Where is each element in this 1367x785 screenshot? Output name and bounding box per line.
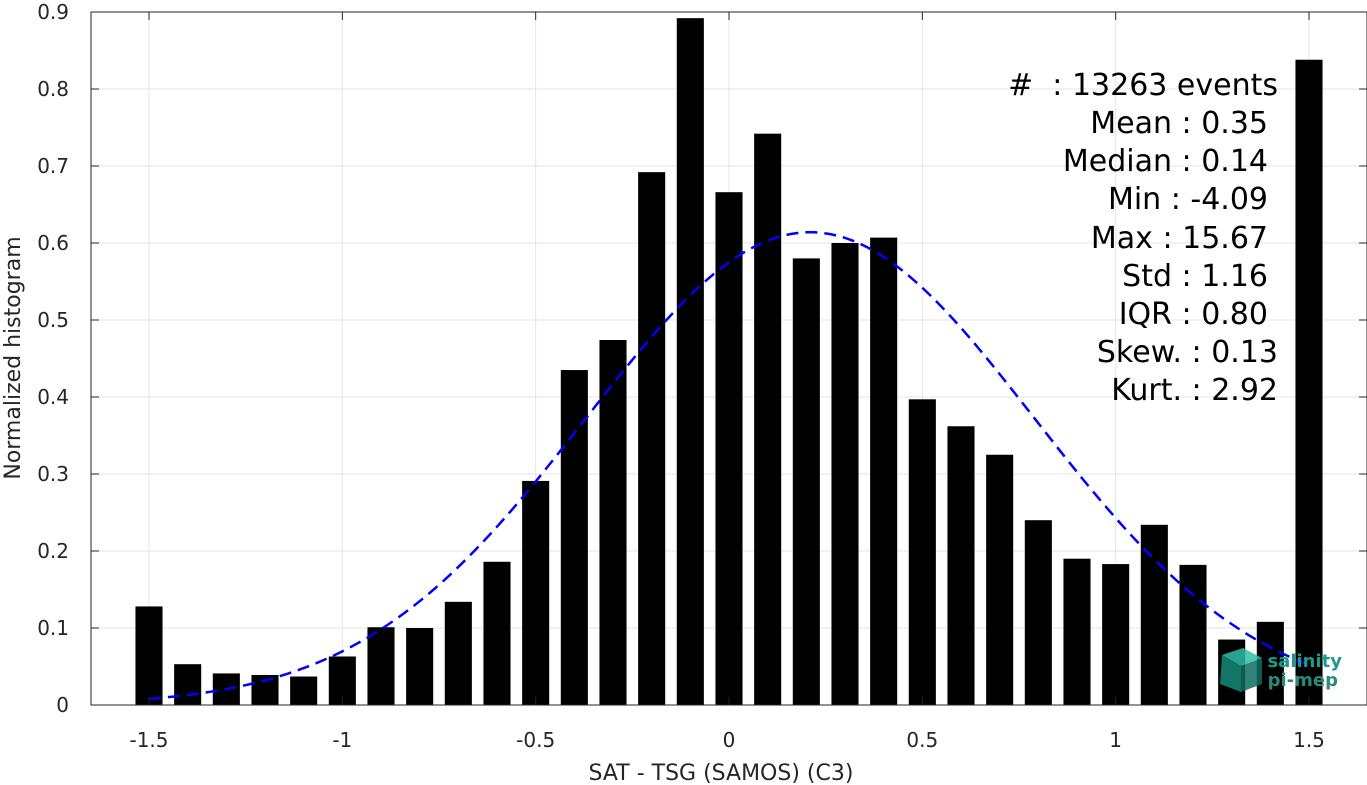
histogram-bar [174, 664, 202, 705]
histogram-bar [560, 370, 588, 705]
histogram-bar [522, 480, 550, 705]
histogram-bar [1063, 558, 1091, 705]
histogram-bar [1024, 520, 1052, 705]
histogram-bar [870, 237, 898, 706]
x-tick-label: -0.5 [516, 728, 555, 752]
stat-kurt: Kurt. : 2.92 [1111, 373, 1278, 408]
stat-max: Max : 15.67 [1091, 221, 1268, 256]
x-tick-label: -1.5 [129, 728, 168, 752]
y-tick-label: 0 [56, 693, 69, 717]
histogram-bar [638, 172, 666, 705]
x-tick-label: 0 [723, 728, 736, 752]
histogram-bar [754, 133, 782, 705]
y-tick-label: 0.2 [37, 539, 69, 563]
stat-min: Min : -4.09 [1108, 182, 1268, 217]
histogram-bar [908, 399, 936, 705]
histogram-bar [1102, 564, 1130, 705]
x-axis-title: SAT - TSG (SAMOS) (C3) [589, 761, 854, 785]
x-tick-label: 1 [1109, 728, 1122, 752]
histogram-bar [1140, 524, 1168, 705]
histogram-bar [792, 258, 820, 705]
histogram-bar [1295, 59, 1323, 706]
stat-iqr: IQR : 0.80 [1119, 297, 1268, 332]
histogram-bar [328, 656, 356, 705]
x-axis-ticks: -1.5 -1 -0.5 0 0.5 1 1.5 [129, 12, 1325, 752]
histogram-bar [483, 561, 511, 705]
y-tick-label: 0.4 [37, 385, 69, 409]
y-tick-label: 0.7 [37, 154, 69, 178]
histogram-bar [947, 426, 975, 705]
histogram-bar [290, 676, 318, 705]
y-tick-label: 0.8 [37, 77, 69, 101]
histogram-bar [135, 606, 163, 705]
gaussian-fit-curve [148, 231, 1310, 701]
histogram-bar [1179, 564, 1207, 705]
histogram-bar [406, 628, 434, 705]
x-tick-label: -1 [332, 728, 352, 752]
logo-line-1: salinity [1267, 651, 1342, 672]
stat-median: Median : 0.14 [1063, 144, 1268, 179]
y-tick-label: 0.9 [37, 0, 69, 24]
logo-line-2: pi-mep [1268, 670, 1338, 691]
histogram-bar [676, 18, 704, 706]
stat-events: # : 13263 events [1008, 68, 1278, 103]
bars [135, 18, 1323, 706]
y-axis-title: Normalized histogram [1, 236, 26, 479]
x-tick-label: 1.5 [1293, 728, 1325, 752]
stats-box: # : 13263 events Mean : 0.35 Median : 0.… [1008, 68, 1278, 408]
y-tick-label: 0.3 [37, 462, 69, 486]
histogram-bar [367, 627, 395, 705]
y-axis-ticks: 0 0.1 0.2 0.3 0.4 0.5 0.6 0.7 0.8 0.9 [37, 0, 1367, 717]
cube-icon [1220, 648, 1262, 692]
histogram-bar [986, 454, 1014, 705]
stat-mean: Mean : 0.35 [1090, 106, 1268, 141]
salinity-pi-mep-logo: salinity pi-mep [1220, 648, 1342, 692]
stat-std: Std : 1.16 [1122, 259, 1268, 294]
stat-skew: Skew. : 0.13 [1097, 335, 1278, 370]
y-tick-label: 0.6 [37, 231, 69, 255]
y-tick-label: 0.5 [37, 308, 69, 332]
histogram-bar [715, 192, 743, 705]
y-tick-label: 0.1 [37, 616, 69, 640]
x-tick-label: 0.5 [906, 728, 938, 752]
histogram-bar [831, 243, 859, 705]
histogram-bar [599, 340, 627, 705]
histogram-bar [444, 601, 472, 705]
